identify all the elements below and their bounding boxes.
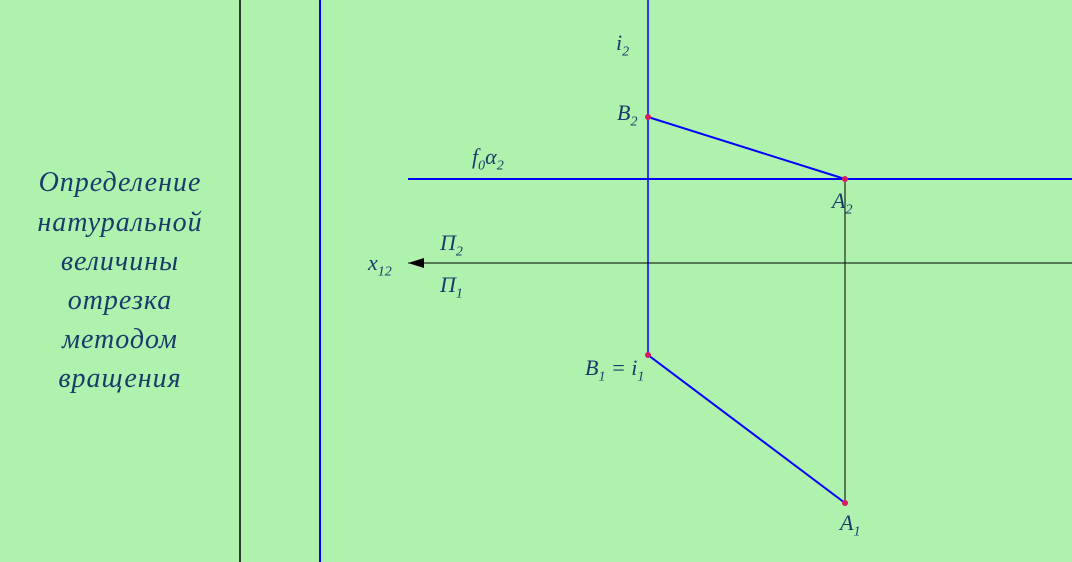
a1-b1-line <box>648 355 845 503</box>
label-x12: x12 <box>368 250 392 280</box>
label-i2: i2 <box>616 30 629 60</box>
title-text: Определениенатуральнойвеличиныотрезкамет… <box>37 163 202 398</box>
a2-b2-line <box>648 117 845 179</box>
title-block: Определениенатуральнойвеличиныотрезкамет… <box>0 0 240 562</box>
label-A1: A1 <box>840 510 860 540</box>
point-B1 <box>645 352 651 358</box>
label-A2: A2 <box>832 188 852 218</box>
x12-arrowhead <box>408 258 424 268</box>
label-f0a2: f0α2 <box>472 144 504 174</box>
label-B1i1: B1 = i1 <box>585 355 644 385</box>
label-P1: П1 <box>440 272 463 302</box>
label-P2: П2 <box>440 230 463 260</box>
point-B2 <box>645 114 651 120</box>
point-A2 <box>842 176 848 182</box>
point-A1 <box>842 500 848 506</box>
label-B2: B2 <box>617 100 637 130</box>
